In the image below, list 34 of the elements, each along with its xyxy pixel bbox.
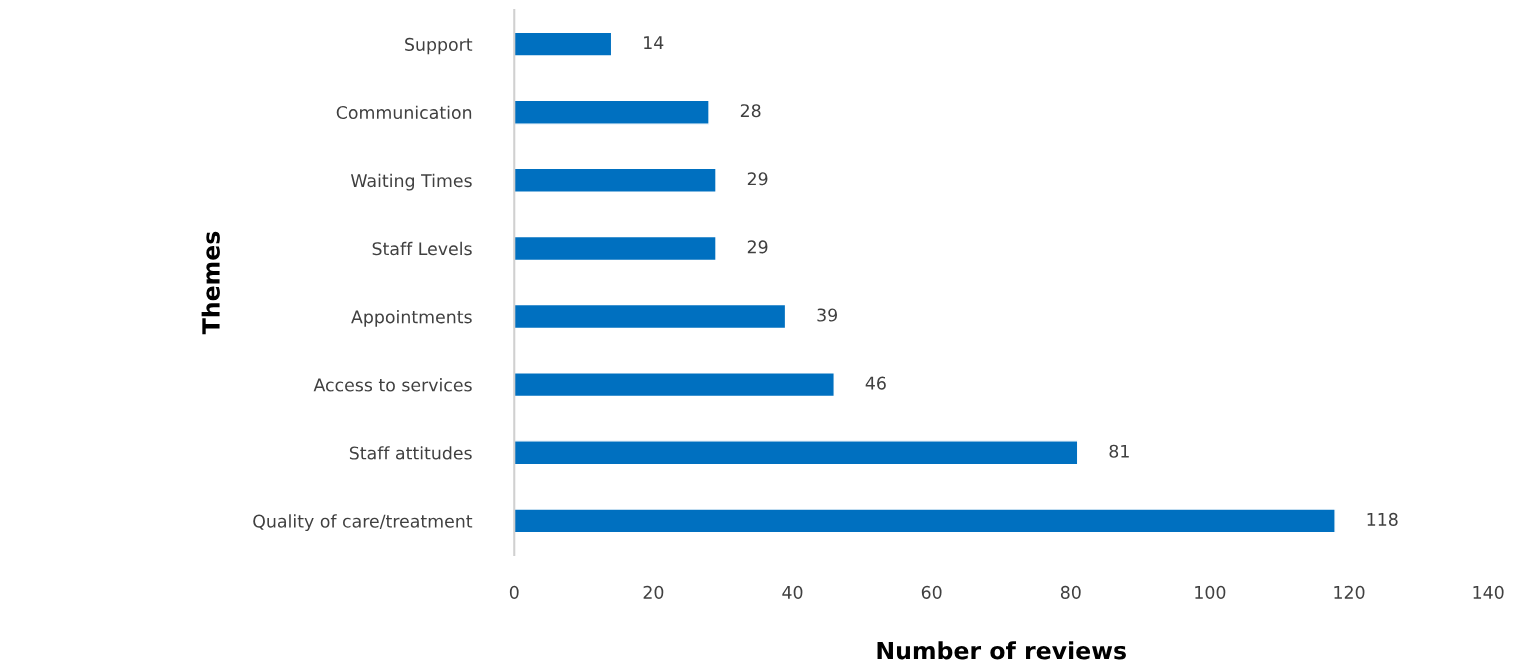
bar bbox=[514, 235, 717, 262]
x-tick-label: 60 bbox=[921, 585, 942, 599]
x-tick-label: 40 bbox=[782, 585, 803, 599]
x-tick-label: 100 bbox=[1195, 585, 1226, 599]
y-tick-label: Staff attitudes bbox=[349, 446, 472, 460]
data-label: 81 bbox=[1109, 444, 1129, 458]
y-tick-label: Quality of care/treatment bbox=[253, 514, 473, 532]
data-label: 28 bbox=[740, 104, 761, 118]
bar bbox=[514, 508, 1336, 534]
y-tick-label: Staff Levels bbox=[372, 241, 472, 256]
bar bbox=[514, 167, 717, 193]
x-tick-label: 0 bbox=[509, 585, 519, 599]
x-tick-label: 140 bbox=[1473, 585, 1504, 599]
bar bbox=[514, 99, 710, 125]
bar bbox=[514, 31, 613, 57]
data-label: 39 bbox=[817, 308, 837, 322]
y-tick-label: Support bbox=[405, 37, 473, 55]
y-tick-label: Access to services bbox=[313, 378, 472, 392]
x-tick-label: 120 bbox=[1334, 585, 1365, 599]
x-axis-title: Number of reviews bbox=[877, 641, 1126, 660]
bar bbox=[514, 303, 787, 330]
data-label: 118 bbox=[1367, 512, 1398, 526]
x-tick-label: 80 bbox=[1060, 585, 1081, 599]
x-tick-label: 20 bbox=[643, 585, 664, 599]
y-axis-title: Themes bbox=[201, 231, 220, 335]
y-tick-label: Waiting Times bbox=[350, 173, 472, 191]
data-label: 29 bbox=[747, 172, 768, 186]
data-label: 46 bbox=[865, 376, 886, 390]
bar bbox=[514, 372, 835, 398]
bar bbox=[514, 440, 1079, 466]
y-tick-label: Appointments bbox=[351, 309, 472, 327]
y-tick-label: Communication bbox=[336, 105, 472, 120]
data-label: 29 bbox=[747, 240, 768, 254]
data-label: 14 bbox=[644, 36, 664, 49]
